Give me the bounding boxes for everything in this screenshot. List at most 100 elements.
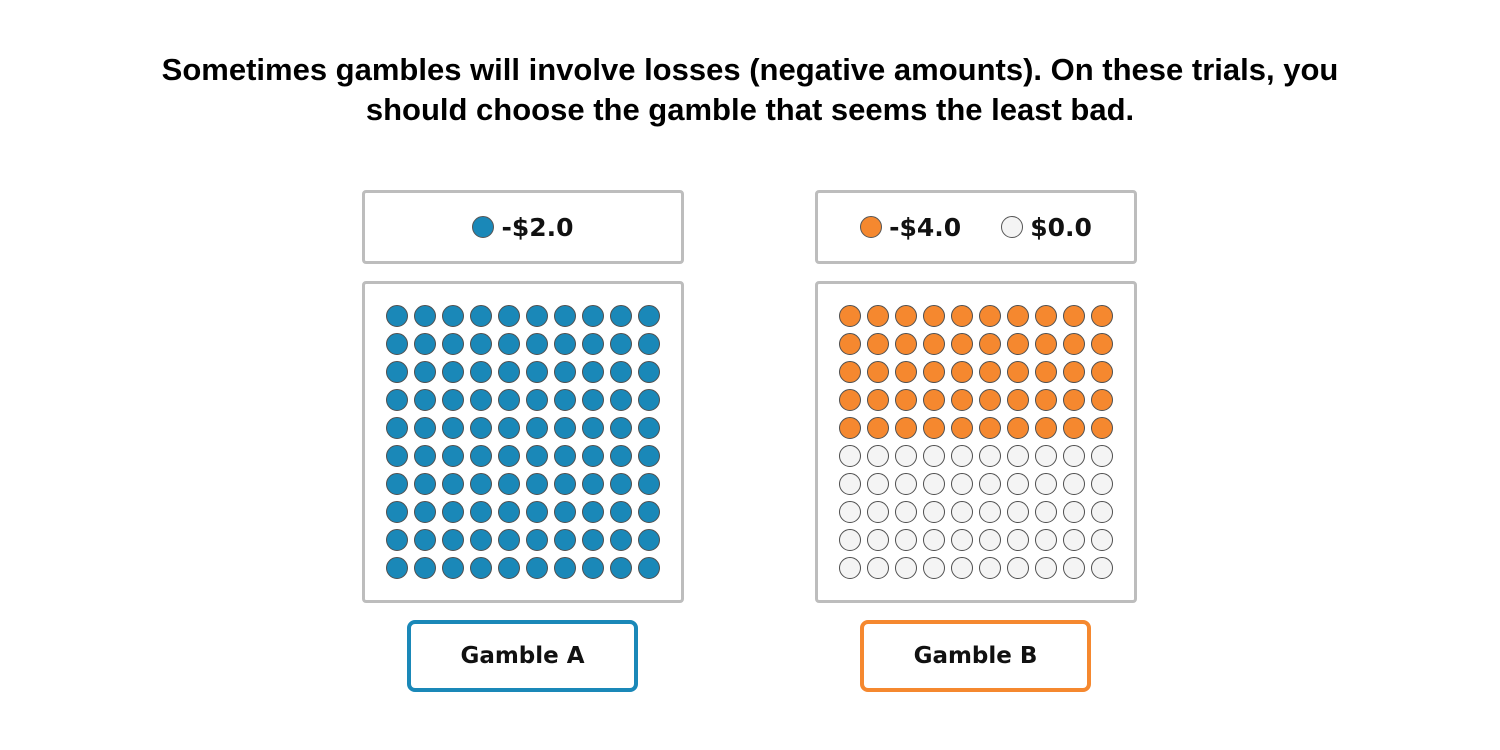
probability-dot <box>498 473 520 495</box>
probability-dot <box>498 501 520 523</box>
probability-dot <box>839 389 861 411</box>
probability-dot <box>442 333 464 355</box>
gamble-a-legend: -$2.0 <box>362 190 684 264</box>
probability-dot <box>951 333 973 355</box>
probability-dot <box>923 501 945 523</box>
probability-dot <box>1007 417 1029 439</box>
probability-dot <box>386 305 408 327</box>
probability-dot <box>582 417 604 439</box>
probability-dot <box>1035 333 1057 355</box>
gamble-b-button[interactable]: Gamble B <box>860 620 1091 692</box>
probability-dot <box>470 333 492 355</box>
probability-dot <box>526 473 548 495</box>
probability-dot <box>1063 389 1085 411</box>
probability-dot <box>498 557 520 579</box>
outcome-swatch-icon <box>860 216 883 238</box>
probability-dot <box>1063 501 1085 523</box>
probability-dot <box>498 333 520 355</box>
probability-dot <box>554 501 576 523</box>
probability-dot <box>839 529 861 551</box>
probability-dot <box>951 361 973 383</box>
gamble-b-outcome-2-label: $0.0 <box>1030 212 1092 242</box>
probability-dot <box>1063 529 1085 551</box>
probability-dot <box>895 333 917 355</box>
probability-dot <box>582 305 604 327</box>
probability-dot <box>414 389 436 411</box>
probability-dot <box>554 557 576 579</box>
probability-dot <box>498 305 520 327</box>
probability-dot <box>895 305 917 327</box>
probability-dot <box>498 445 520 467</box>
gamble-b-panel: -$4.0 $0.0 <box>815 190 1137 603</box>
probability-dot <box>526 557 548 579</box>
probability-dot <box>979 445 1001 467</box>
probability-dot <box>638 333 660 355</box>
probability-dot <box>979 361 1001 383</box>
probability-dot <box>554 417 576 439</box>
probability-dot <box>895 445 917 467</box>
probability-dot <box>1007 305 1029 327</box>
probability-dot <box>526 529 548 551</box>
probability-dot <box>1091 389 1113 411</box>
probability-dot <box>839 361 861 383</box>
gamble-a-panel: -$2.0 <box>362 190 684 603</box>
probability-dot <box>839 305 861 327</box>
probability-dot <box>610 501 632 523</box>
outcome-swatch-icon <box>1001 216 1024 238</box>
probability-dot <box>386 389 408 411</box>
probability-dot <box>951 445 973 467</box>
probability-dot <box>979 417 1001 439</box>
probability-dot <box>1007 361 1029 383</box>
gamble-b-grid-box <box>815 281 1137 603</box>
probability-dot <box>1007 333 1029 355</box>
probability-dot <box>867 305 889 327</box>
probability-dot <box>1091 417 1113 439</box>
probability-dot <box>839 333 861 355</box>
probability-dot <box>442 417 464 439</box>
gamble-a-outcome-1: -$2.0 <box>472 212 574 242</box>
probability-dot <box>1007 445 1029 467</box>
probability-dot <box>1035 417 1057 439</box>
probability-dot <box>470 445 492 467</box>
probability-dot <box>951 557 973 579</box>
probability-dot <box>895 361 917 383</box>
probability-dot <box>386 529 408 551</box>
probability-dot <box>867 333 889 355</box>
probability-dot <box>1035 557 1057 579</box>
probability-dot <box>839 557 861 579</box>
probability-dot <box>1091 361 1113 383</box>
probability-dot <box>638 417 660 439</box>
probability-dot <box>1035 473 1057 495</box>
probability-dot <box>554 361 576 383</box>
probability-dot <box>979 389 1001 411</box>
probability-dot <box>638 445 660 467</box>
probability-dot <box>867 557 889 579</box>
probability-dot <box>1063 305 1085 327</box>
probability-dot <box>526 333 548 355</box>
probability-dot <box>498 417 520 439</box>
probability-dot <box>582 501 604 523</box>
probability-dot <box>386 473 408 495</box>
gamble-b-legend: -$4.0 $0.0 <box>815 190 1137 264</box>
probability-dot <box>1063 445 1085 467</box>
probability-dot <box>470 473 492 495</box>
probability-dot <box>526 445 548 467</box>
probability-dot <box>582 389 604 411</box>
probability-dot <box>526 389 548 411</box>
gamble-a-button[interactable]: Gamble A <box>407 620 638 692</box>
probability-dot <box>1063 473 1085 495</box>
probability-dot <box>470 557 492 579</box>
probability-dot <box>1007 473 1029 495</box>
probability-dot <box>386 557 408 579</box>
probability-dot <box>414 361 436 383</box>
probability-dot <box>610 473 632 495</box>
probability-dot <box>386 417 408 439</box>
probability-dot <box>414 445 436 467</box>
probability-dot <box>638 529 660 551</box>
probability-dot <box>923 361 945 383</box>
probability-dot <box>1091 529 1113 551</box>
probability-dot <box>638 305 660 327</box>
gamble-a-outcome-1-label: -$2.0 <box>501 212 574 242</box>
probability-dot <box>554 473 576 495</box>
probability-dot <box>895 389 917 411</box>
